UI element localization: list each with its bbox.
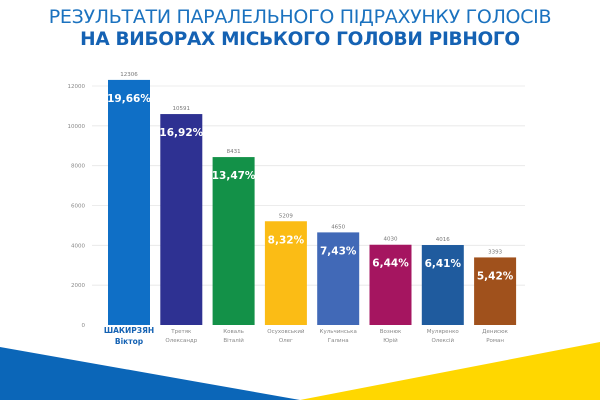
x-tick-label-name: Галина xyxy=(328,338,349,344)
flag-blue-band xyxy=(0,347,300,400)
x-tick-label-name: Олексій xyxy=(431,337,454,344)
bar-percent-label: 6,41% xyxy=(425,258,462,270)
y-tick-label: 4000 xyxy=(71,243,85,249)
x-tick-label-surname: Вознюк xyxy=(380,329,402,335)
bar xyxy=(160,114,203,325)
x-tick-label-surname: Муляренко xyxy=(427,329,460,335)
x-tick-label-name: Віталій xyxy=(223,337,244,344)
bar xyxy=(264,221,307,325)
x-tick-label-name: Віктор xyxy=(115,337,144,346)
x-tick-label-name: Олександр xyxy=(165,338,197,344)
bar-percent-label: 13,47% xyxy=(212,170,256,182)
bar xyxy=(317,232,360,325)
x-tick-label-surname: Денисюк xyxy=(482,329,509,335)
y-tick-label: 12000 xyxy=(68,84,86,90)
bar-value-label: 8431 xyxy=(227,149,241,155)
x-tick-label-surname: Коваль xyxy=(223,329,244,335)
bar-percent-label: 5,42% xyxy=(477,270,514,282)
chart-title-line1: РЕЗУЛЬТАТИ ПАРАЛЕЛЬНОГО ПІДРАХУНКУ ГОЛОС… xyxy=(48,6,552,28)
x-tick-label-name: Олег xyxy=(279,338,293,344)
bar-percent-label: 16,92% xyxy=(159,127,203,139)
y-tick-label: 0 xyxy=(82,323,86,329)
bar xyxy=(474,257,517,325)
bar-value-label: 4016 xyxy=(436,237,450,243)
bar xyxy=(421,245,464,325)
bar-percent-label: 19,66% xyxy=(107,93,151,105)
x-tick-label-surname: Осуховський xyxy=(267,328,305,335)
y-tick-label: 6000 xyxy=(71,204,85,210)
bar-percent-label: 6,44% xyxy=(372,258,409,270)
bar-percent-label: 7,43% xyxy=(320,245,357,257)
y-tick-label: 8000 xyxy=(71,164,85,170)
bar-value-label: 3393 xyxy=(488,249,502,255)
x-tick-label-surname: Кульчинська xyxy=(320,329,357,335)
bar-value-label: 5209 xyxy=(279,213,293,219)
y-tick-label: 10000 xyxy=(68,124,86,130)
x-tick-label-name: Роман xyxy=(486,338,504,344)
bar-value-label: 10591 xyxy=(173,106,191,112)
y-tick-label: 2000 xyxy=(71,283,85,289)
chart-title-line2: НА ВИБОРАХ МІСЬКОГО ГОЛОВИ РІВНОГО xyxy=(80,29,520,50)
bar-value-label: 4030 xyxy=(384,237,398,243)
x-tick-label-surname: ШАКИРЗЯН xyxy=(104,326,154,335)
bar-value-label: 4650 xyxy=(331,224,345,230)
bar xyxy=(212,157,255,325)
flag-yellow-band xyxy=(300,342,600,400)
x-tick-label-surname: Третяк xyxy=(170,329,192,335)
x-tick-label-name: Юрій xyxy=(383,337,398,344)
bar xyxy=(108,79,150,325)
bar-percent-label: 8,32% xyxy=(268,234,305,246)
bar xyxy=(369,244,412,325)
bar-value-label: 12306 xyxy=(120,72,138,78)
